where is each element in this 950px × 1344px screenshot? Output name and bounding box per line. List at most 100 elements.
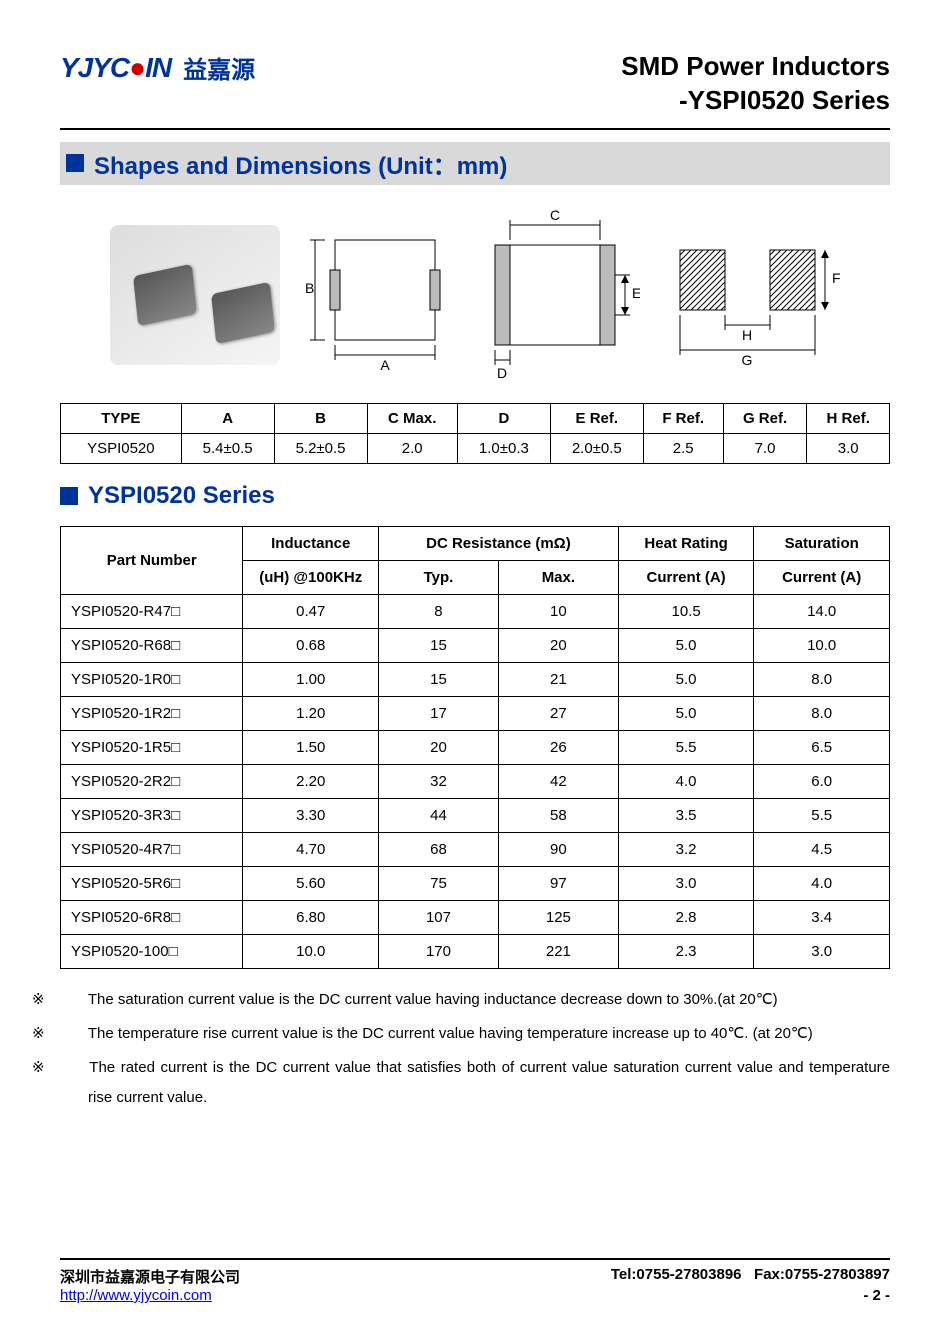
- page-footer: 深圳市益嘉源电子有限公司 Tel:0755-27803896 Fax:0755-…: [60, 1258, 890, 1304]
- col-inductance-sub: (uH) @100KHz: [243, 560, 379, 594]
- cell: YSPI0520-R47□: [61, 594, 243, 628]
- cell: 15: [379, 662, 499, 696]
- note-symbol: ※: [60, 1053, 84, 1083]
- cell: 4.70: [243, 832, 379, 866]
- logo-red-dot: ●: [129, 52, 145, 84]
- cell: 8.0: [754, 696, 890, 730]
- cell: 2.8: [618, 900, 754, 934]
- col-sat-sub: Current (A): [754, 560, 890, 594]
- col-d: D: [457, 403, 550, 433]
- cell: 3.30: [243, 798, 379, 832]
- cell: 10: [498, 594, 618, 628]
- col-heat-sub: Current (A): [618, 560, 754, 594]
- cell: 1.0±0.3: [457, 433, 550, 463]
- cell: 1.00: [243, 662, 379, 696]
- product-photo: [110, 225, 280, 365]
- col-cmax: C Max.: [367, 403, 457, 433]
- note-line: ※ The temperature rise current value is …: [60, 1019, 890, 1049]
- dimension-diagram-cde: C E D: [470, 210, 640, 380]
- cell: 4.0: [618, 764, 754, 798]
- cell: 5.0: [618, 628, 754, 662]
- section-shapes-title: Shapes and Dimensions (Unit：mm): [94, 146, 507, 181]
- table-row: YSPI0520-6R8□6.801071252.83.4: [61, 900, 890, 934]
- table-row: YSPI0520-2R2□2.2032424.06.0: [61, 764, 890, 798]
- footer-contact: Tel:0755-27803896 Fax:0755-27803897: [611, 1266, 890, 1287]
- footer-fax: Fax:0755-27803897: [754, 1266, 890, 1283]
- col-heat: Heat Rating: [618, 526, 754, 560]
- doc-title: SMD Power Inductors -YSPI0520 Series: [621, 50, 890, 118]
- cell: 75: [379, 866, 499, 900]
- diagrams-row: A B C E D F: [60, 205, 890, 385]
- logo-part-1: YJYC: [60, 52, 129, 84]
- section-series-bar: YSPI0520 Series: [60, 478, 890, 514]
- footer-company: 深圳市益嘉源电子有限公司: [60, 1266, 240, 1287]
- cell: 125: [498, 900, 618, 934]
- logo-text: YJYC●IN: [60, 52, 171, 84]
- cell: 32: [379, 764, 499, 798]
- cell: 221: [498, 934, 618, 968]
- square-bullet-icon: [60, 487, 78, 505]
- table-header-row: TYPE A B C Max. D E Ref. F Ref. G Ref. H…: [61, 403, 890, 433]
- note-line: ※ The rated current is the DC current va…: [60, 1053, 890, 1113]
- section-shapes-bar: Shapes and Dimensions (Unit：mm): [60, 142, 890, 185]
- table-row: YSPI0520 5.4±0.5 5.2±0.5 2.0 1.0±0.3 2.0…: [61, 433, 890, 463]
- note-symbol: ※: [60, 1019, 84, 1049]
- cell: 5.4±0.5: [181, 433, 274, 463]
- cell: 107: [379, 900, 499, 934]
- col-dcr: DC Resistance (mΩ): [379, 526, 619, 560]
- table-row: YSPI0520-1R0□1.0015215.08.0: [61, 662, 890, 696]
- cell: YSPI0520-100□: [61, 934, 243, 968]
- title-line-1: SMD Power Inductors: [621, 50, 890, 84]
- cell: 68: [379, 832, 499, 866]
- cell: 2.20: [243, 764, 379, 798]
- cell: 20: [498, 628, 618, 662]
- cell: 8.0: [754, 662, 890, 696]
- dim-label-f: F: [832, 270, 840, 286]
- cell: YSPI0520-4R7□: [61, 832, 243, 866]
- cell: 5.2±0.5: [274, 433, 367, 463]
- footer-url-link[interactable]: http://www.yjycoin.com: [60, 1287, 212, 1304]
- cell: 3.0: [618, 866, 754, 900]
- cell: 0.68: [243, 628, 379, 662]
- cell: 90: [498, 832, 618, 866]
- col-href: H Ref.: [807, 403, 890, 433]
- cell: 3.5: [618, 798, 754, 832]
- dimension-diagram-ab: A B: [300, 215, 450, 375]
- cell: 26: [498, 730, 618, 764]
- square-bullet-icon: [66, 154, 84, 172]
- cell: 3.0: [754, 934, 890, 968]
- table-row: YSPI0520-5R6□5.6075973.04.0: [61, 866, 890, 900]
- cell: YSPI0520-1R2□: [61, 696, 243, 730]
- cell: YSPI0520-R68□: [61, 628, 243, 662]
- cell: 10.0: [243, 934, 379, 968]
- cell: 6.80: [243, 900, 379, 934]
- chip-icon: [211, 281, 275, 343]
- cell: 3.2: [618, 832, 754, 866]
- table-row: YSPI0520-1R2□1.2017275.08.0: [61, 696, 890, 730]
- cell: 2.0: [367, 433, 457, 463]
- logo-cn: 益嘉源: [183, 50, 255, 85]
- dim-label-a: A: [380, 357, 390, 373]
- logo-part-2: IN: [145, 52, 171, 84]
- logo: YJYC●IN 益嘉源: [60, 50, 255, 85]
- cell: 6.5: [754, 730, 890, 764]
- page-header: YJYC●IN 益嘉源 SMD Power Inductors -YSPI052…: [60, 50, 890, 118]
- col-gref: G Ref.: [723, 403, 807, 433]
- cell: 21: [498, 662, 618, 696]
- dim-label-d: D: [497, 365, 507, 380]
- col-type: TYPE: [61, 403, 182, 433]
- page-number: - 2 -: [863, 1287, 890, 1304]
- cell: 44: [379, 798, 499, 832]
- col-part-number: Part Number: [61, 526, 243, 594]
- cell: 4.0: [754, 866, 890, 900]
- cell: 6.0: [754, 764, 890, 798]
- cell: 5.5: [754, 798, 890, 832]
- header-rule: [60, 128, 890, 130]
- cell: 3.0: [807, 433, 890, 463]
- cell: 3.4: [754, 900, 890, 934]
- cell: YSPI0520-2R2□: [61, 764, 243, 798]
- table-row: YSPI0520-R68□0.6815205.010.0: [61, 628, 890, 662]
- cell: 17: [379, 696, 499, 730]
- cell: 27: [498, 696, 618, 730]
- dim-label-e: E: [632, 285, 640, 301]
